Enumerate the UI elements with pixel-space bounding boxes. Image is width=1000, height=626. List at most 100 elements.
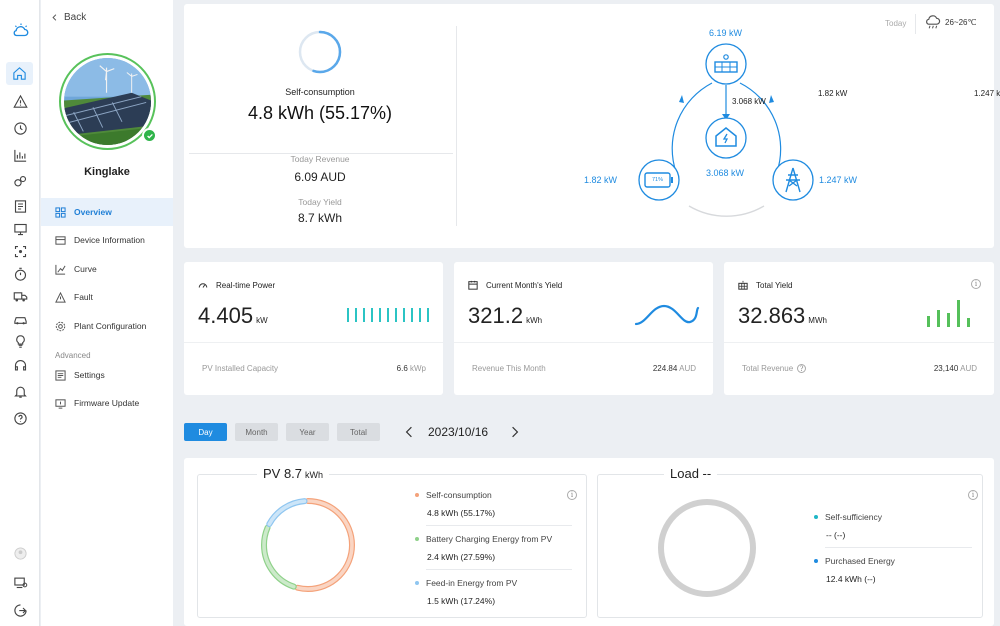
battery-soc: 71% (652, 177, 664, 183)
menu-item-curve[interactable]: Curve (41, 255, 173, 283)
timer-nav-icon[interactable] (11, 265, 29, 283)
plant-name: Kinglake (84, 166, 130, 178)
total-yield-bars (927, 300, 970, 327)
total-yield-title-row: Total Yield (738, 280, 792, 290)
divider (724, 342, 994, 343)
online-status-icon (142, 128, 157, 143)
cloud-rain-icon (926, 15, 941, 29)
tab-total[interactable]: Total (337, 423, 380, 441)
divider (426, 525, 572, 526)
total-yield-value-row: 32.863 MWh (738, 303, 827, 329)
next-date-button[interactable] (508, 424, 522, 440)
menu-item-device-information[interactable]: Device Information (41, 226, 173, 254)
pv-panel-title: PV 8.7 (263, 466, 303, 481)
legend-battery-charging: Battery Charging Energy from PV 2.4 kWh … (415, 534, 552, 562)
total-revenue-unit: AUD (960, 364, 977, 373)
report-nav-icon[interactable] (11, 197, 29, 215)
info-icon[interactable]: i (971, 279, 981, 289)
load-donut-chart (658, 499, 756, 597)
solar-grid-icon (738, 280, 748, 290)
legend-feed-in: Feed-in Energy from PV 1.5 kWh (17.24%) (415, 578, 517, 606)
menu-label: Fault (74, 292, 93, 302)
gauge-icon (198, 283, 208, 288)
bell-nav-icon[interactable] (11, 382, 29, 400)
previous-date-button[interactable] (402, 424, 416, 440)
month-yield-title-row: Current Month's Yield (468, 280, 562, 290)
solar-farm-image (64, 58, 151, 145)
back-button[interactable]: Back (51, 12, 86, 23)
selected-date[interactable]: 2023/10/16 (428, 425, 489, 439)
today-revenue-label-wrap: Today Revenue (184, 149, 456, 167)
legend-dot (415, 537, 419, 541)
legend-label: Self-consumption (426, 490, 492, 500)
warning-icon (55, 291, 66, 303)
home-nav-icon[interactable] (6, 62, 33, 85)
scan-nav-icon[interactable] (11, 242, 29, 260)
bulb-nav-icon[interactable] (11, 332, 29, 350)
legend-value: 1.5 kWh (17.24%) (427, 596, 496, 606)
installed-capacity-unit: kWp (410, 364, 426, 373)
grid-icon (55, 206, 66, 218)
month-yield-unit: kWh (526, 316, 543, 325)
today-yield-value: 8.7 kWh (297, 211, 342, 225)
today-revenue-label: Today Revenue (282, 154, 358, 164)
cloud-logo-icon (10, 22, 32, 40)
divider (184, 342, 443, 343)
icon-rail (0, 0, 40, 626)
today-yield-label: Today Yield (298, 197, 342, 207)
legend-value: -- (--) (826, 530, 846, 540)
tab-month[interactable]: Month (235, 423, 278, 441)
tab-year[interactable]: Year (286, 423, 329, 441)
device-link-icon[interactable] (11, 573, 29, 591)
revenue-month-row: 224.84 AUD (653, 364, 696, 373)
device-icon (55, 235, 66, 245)
menu-label: Settings (74, 370, 105, 380)
legend-value: 4.8 kWh (55.17%) (427, 508, 496, 518)
menu-item-plant-configuration[interactable]: Plant Configuration (41, 312, 173, 340)
user-avatar-icon[interactable] (11, 544, 29, 562)
legend-label: Purchased Energy (825, 556, 895, 566)
revenue-month-unit: AUD (679, 364, 696, 373)
menu-item-settings[interactable]: Settings (41, 361, 173, 389)
chart-icon (55, 264, 66, 275)
legend-self-consumption: Self-consumption 4.8 kWh (55.17%) (415, 490, 495, 518)
tab-day[interactable]: Day (184, 423, 227, 441)
plant-side-panel: Back Kinglake Overview Device Informatio… (41, 0, 173, 626)
vertical-divider (456, 26, 457, 226)
divider (454, 342, 713, 343)
devices-nav-icon[interactable] (11, 172, 29, 190)
grid-power: 1.247 kW (819, 175, 858, 185)
chevron-right-icon (512, 426, 519, 438)
car-nav-icon[interactable] (11, 310, 29, 328)
alarm-nav-icon[interactable] (11, 92, 29, 110)
info-icon[interactable]: i (567, 490, 577, 500)
total-revenue-value: 23,140 (933, 364, 959, 373)
battery-icon (644, 172, 673, 188)
realtime-power-title-row: Real-time Power (198, 280, 275, 290)
total-yield-unit: MWh (808, 316, 827, 325)
realtime-power-card: Real-time Power 4.405 kW PV Installed Cap… (184, 262, 443, 395)
menu-item-overview[interactable]: Overview (41, 198, 173, 226)
battery-power: 1.82 kW (584, 175, 618, 185)
advanced-group-label: Advanced (55, 351, 91, 360)
headset-nav-icon[interactable] (11, 356, 29, 374)
total-revenue-label: Total Revenue (742, 364, 794, 373)
menu-label: Firmware Update (74, 398, 140, 408)
total-yield-value: 32.863 (738, 303, 806, 328)
menu-item-fault[interactable]: Fault (41, 283, 173, 311)
month-yield-value-row: 321.2 kWh (468, 303, 542, 329)
help-circle-icon[interactable]: ? (797, 364, 807, 373)
installed-capacity-label: PV Installed Capacity (202, 364, 279, 373)
chart-nav-icon[interactable] (11, 146, 29, 164)
legend-dot (415, 493, 419, 497)
legend-label: Battery Charging Energy from PV (426, 534, 553, 544)
help-nav-icon[interactable] (11, 409, 29, 427)
monitor-nav-icon[interactable] (11, 220, 29, 238)
month-yield-wave (634, 304, 700, 326)
clock-nav-icon[interactable] (11, 119, 29, 137)
menu-item-firmware-update[interactable]: Firmware Update (41, 389, 173, 417)
legend-purchased-energy: Purchased Energy 12.4 kWh (--) (814, 556, 895, 584)
info-icon[interactable]: i (968, 490, 978, 500)
logout-icon[interactable] (11, 601, 29, 619)
truck-nav-icon[interactable] (11, 287, 29, 305)
